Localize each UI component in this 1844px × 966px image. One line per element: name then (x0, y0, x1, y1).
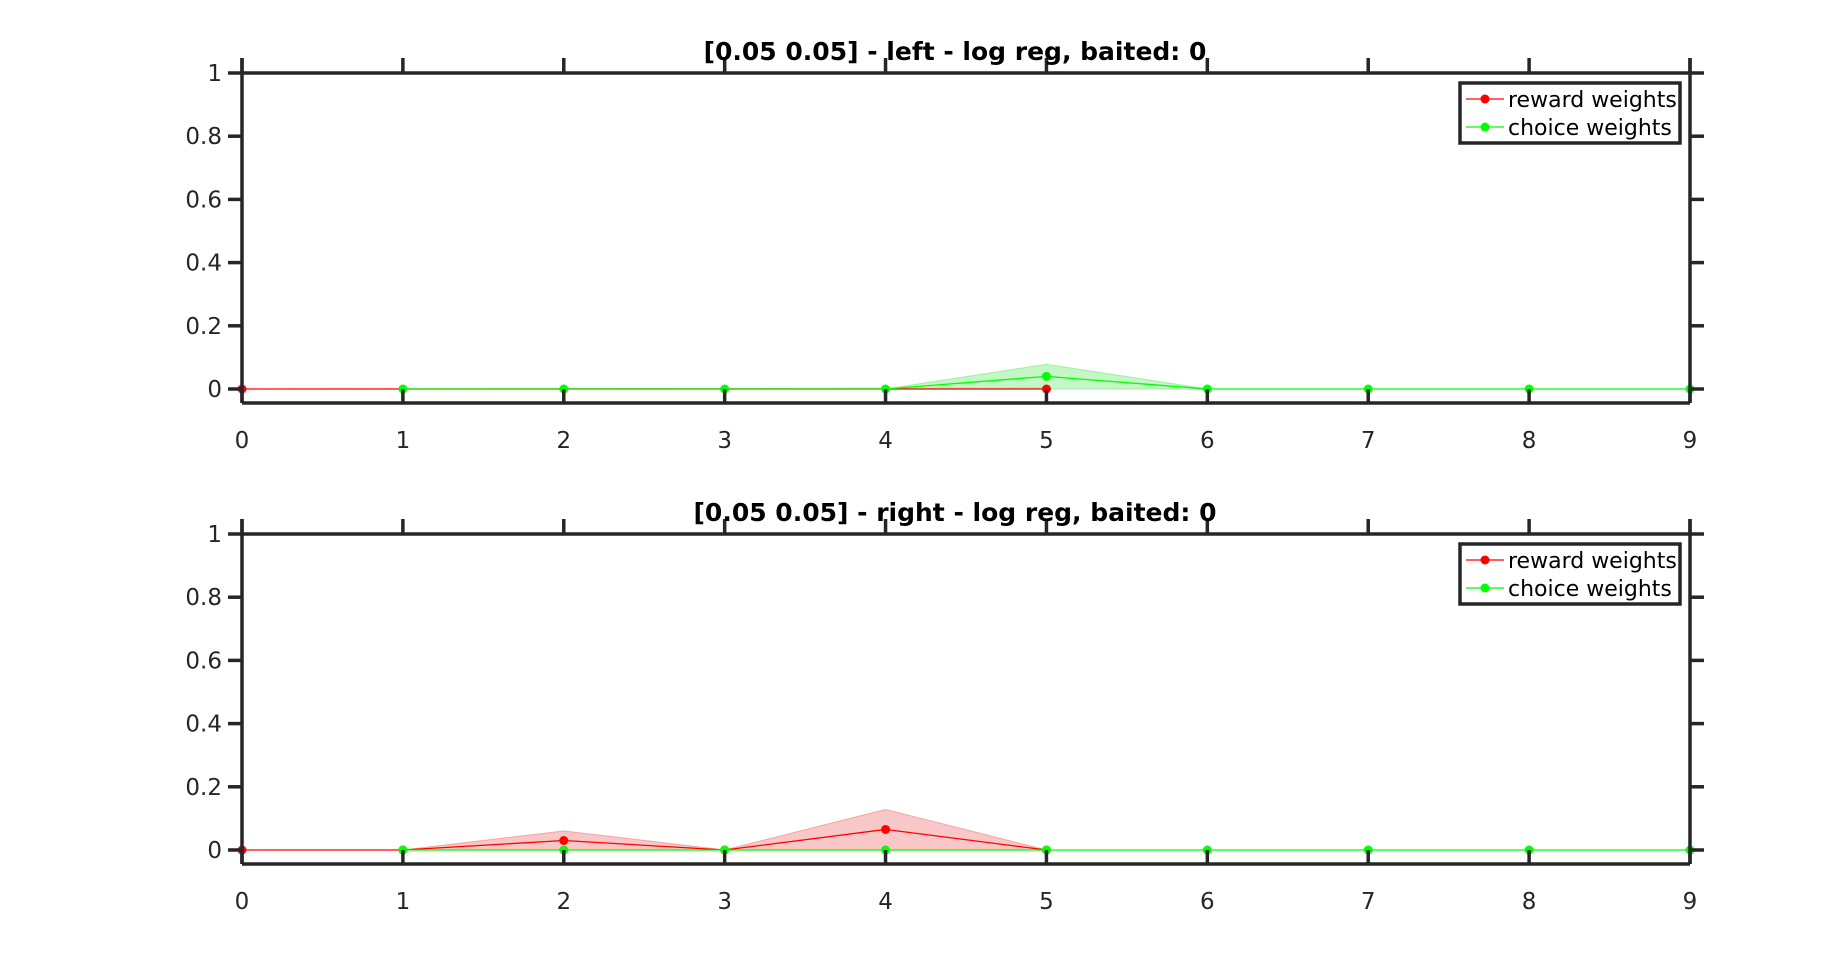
data-point-reward (881, 824, 891, 834)
y-tick-label: 1 (207, 522, 222, 548)
legend-label-reward: reward weights (1508, 88, 1677, 113)
chart-panel-0: 0 1 2 3 4 5 6 7 8 9 1 0.8 0.6 0.4 0.2 0 [0.05 0.05] - le… (185, 37, 1704, 454)
x-tick-label: 6 (1200, 889, 1215, 915)
chart-title: [0.05 0.05] - right - log reg, baited: 0 (694, 498, 1217, 527)
x-tick-label: 4 (878, 889, 893, 915)
legend-swatch-marker-choice (1480, 122, 1490, 132)
data-point-choice (1041, 371, 1051, 381)
x-tick-label: 5 (1039, 428, 1054, 454)
x-tick-label: 3 (717, 889, 732, 915)
legend-label-choice: choice weights (1508, 577, 1672, 602)
x-tick-label: 9 (1683, 889, 1698, 915)
legend-label-reward: reward weights (1508, 549, 1677, 574)
legend-swatch-marker-reward (1480, 555, 1490, 565)
y-tick-label: 0.8 (185, 585, 222, 611)
legend-swatch-marker-reward (1480, 94, 1490, 104)
y-tick-label: 0.2 (185, 314, 222, 340)
data-point-reward (559, 836, 569, 846)
legend-label-choice: choice weights (1508, 116, 1672, 141)
x-tick-label: 2 (556, 428, 571, 454)
x-tick-label: 0 (235, 428, 250, 454)
legend: reward weights choice weights (1458, 81, 1682, 145)
series-line-reward (242, 828, 1047, 851)
x-tick-label: 1 (396, 428, 411, 454)
y-tick-label: 0.2 (185, 775, 222, 801)
x-tick-label: 1 (396, 889, 411, 915)
chart-panel-1: 0 1 2 3 4 5 6 7 8 9 1 0.8 0.6 0.4 0.2 0 [0.05 0.05] - ri… (185, 498, 1704, 915)
y-tick-label: 0.4 (185, 712, 222, 738)
x-tick-label: 6 (1200, 428, 1215, 454)
legend-box (1458, 81, 1682, 145)
y-tick-label: 0 (207, 838, 222, 864)
y-tick-label: 0.8 (185, 124, 222, 150)
x-tick-label: 0 (235, 889, 250, 915)
x-tick-label: 7 (1361, 428, 1376, 454)
y-tick-label: 0.6 (185, 648, 222, 674)
x-tick-label: 8 (1522, 428, 1537, 454)
y-tick-label: 0.6 (185, 187, 222, 213)
x-tick-label: 9 (1683, 428, 1698, 454)
x-tick-label: 8 (1522, 889, 1537, 915)
x-tick-label: 3 (717, 428, 732, 454)
x-tick-label: 5 (1039, 889, 1054, 915)
y-tick-label: 0.4 (185, 251, 222, 277)
y-tick-label: 0 (207, 377, 222, 403)
legend-swatch-marker-choice (1480, 583, 1490, 593)
legend-box (1458, 542, 1682, 606)
y-tick-label: 1 (207, 61, 222, 87)
confidence-band-reward (242, 809, 1047, 851)
legend: reward weights choice weights (1458, 542, 1682, 606)
x-tick-label: 2 (556, 889, 571, 915)
chart-title: [0.05 0.05] - left - log reg, baited: 0 (704, 37, 1207, 66)
x-tick-label: 4 (878, 428, 893, 454)
x-tick-label: 7 (1361, 889, 1376, 915)
